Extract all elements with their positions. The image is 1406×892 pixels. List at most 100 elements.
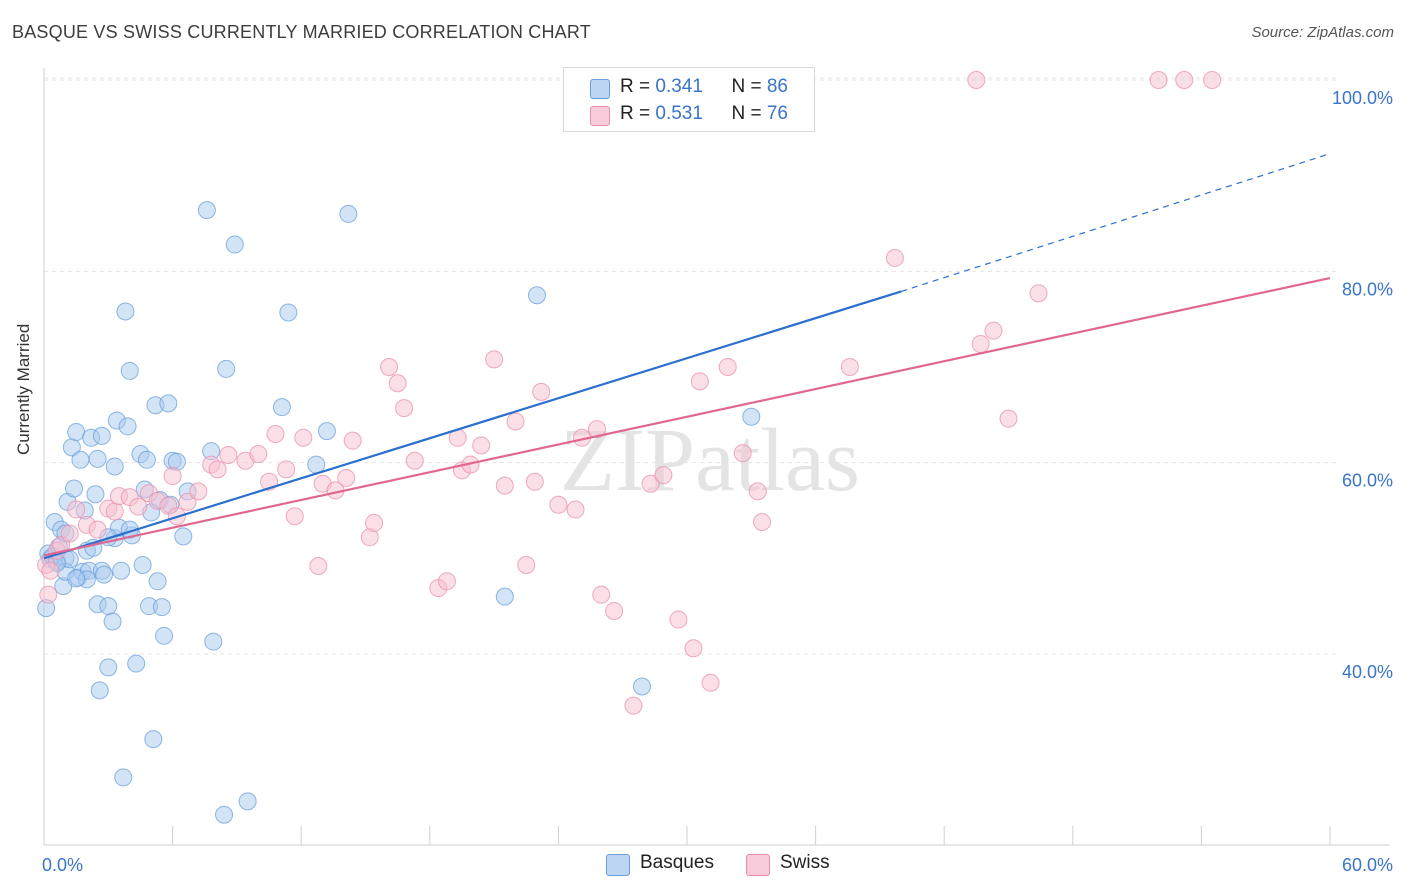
basques-point <box>137 450 156 469</box>
swiss-point <box>566 500 585 519</box>
swiss-point <box>701 673 720 692</box>
swiss-point <box>395 399 414 418</box>
basques-point <box>127 654 146 673</box>
swiss-point <box>506 412 525 431</box>
swiss-point <box>309 556 328 575</box>
watermark: ZIPatlas <box>560 411 860 510</box>
basques-n-value: 86 <box>766 76 788 97</box>
swiss-point <box>984 321 1003 340</box>
swiss-point <box>129 497 148 516</box>
swiss-point <box>485 350 504 369</box>
swiss-point <box>60 524 79 543</box>
basques-point <box>317 422 336 441</box>
basques-point <box>120 361 139 380</box>
swiss-point <box>690 372 709 391</box>
y-tick-label: 80.0% <box>1342 279 1393 299</box>
y-tick-label: 100.0% <box>1332 88 1393 108</box>
basques-point <box>339 204 358 223</box>
swiss-point <box>277 460 296 479</box>
basques-point <box>90 681 109 700</box>
chart-title: BASQUE VS SWISS CURRENTLY MARRIED CORREL… <box>12 22 591 42</box>
x-tick-label: 60.0% <box>1342 855 1393 875</box>
basques-trend-line <box>43 290 902 560</box>
basques-point <box>495 587 514 606</box>
basques-point <box>116 302 135 321</box>
basques-r-label: R = <box>620 76 656 97</box>
swiss-point <box>41 561 60 580</box>
swiss-legend-swatch <box>746 854 770 876</box>
swiss-point <box>753 512 772 531</box>
swiss-r-label: R = <box>620 103 656 124</box>
basques-point <box>114 768 133 787</box>
data-points <box>37 71 1222 824</box>
basques-point <box>632 677 651 696</box>
gridlines <box>44 77 1340 655</box>
basques-point <box>279 303 298 322</box>
swiss-point <box>219 446 238 465</box>
swiss-point <box>249 445 268 464</box>
basques-point <box>133 556 152 575</box>
swiss-point <box>388 374 407 393</box>
swiss-point <box>405 451 424 470</box>
basques-point <box>197 201 216 220</box>
swiss-n-label: N = <box>731 103 767 124</box>
swiss-point <box>266 424 285 443</box>
basques-point <box>65 479 84 498</box>
basques-point <box>238 792 257 811</box>
swiss-point <box>105 502 124 521</box>
swiss-point <box>654 466 673 485</box>
swiss-swatch <box>590 106 610 126</box>
swiss-point <box>733 444 752 463</box>
basques-n-label: N = <box>731 76 767 97</box>
tick-labels: 40.0% 60.0% 80.0% 100.0% 0.0% 60.0% <box>42 88 1393 875</box>
basques-point <box>215 805 234 824</box>
swiss-point <box>885 248 904 267</box>
swiss-point <box>684 639 703 658</box>
swiss-point <box>1175 71 1194 89</box>
basques-point <box>307 455 326 474</box>
basques-trend-extension <box>901 153 1331 292</box>
basques-point <box>225 235 244 254</box>
swiss-point <box>592 585 611 604</box>
swiss-trend-line <box>43 276 1331 557</box>
swiss-point <box>1149 71 1168 89</box>
basques-point <box>92 426 111 445</box>
axes <box>43 68 1390 846</box>
basques-point <box>112 561 131 580</box>
swiss-point <box>437 572 456 591</box>
basques-point <box>103 612 122 631</box>
swiss-point <box>39 585 58 604</box>
swiss-point <box>285 507 304 526</box>
basques-swatch <box>590 79 610 99</box>
chart-source: Source: ZipAtlas.com <box>1251 24 1394 41</box>
y-axis-label: Currently Married <box>14 323 33 455</box>
basques-legend-label: Basques <box>640 852 714 873</box>
y-tick-label: 60.0% <box>1342 471 1393 491</box>
basques-point <box>742 407 761 426</box>
swiss-point <box>67 500 86 519</box>
swiss-point <box>189 482 208 501</box>
swiss-point <box>1203 71 1222 89</box>
swiss-r-value: 0.531 <box>655 103 703 124</box>
swiss-point <box>624 696 643 715</box>
basques-point <box>204 632 223 651</box>
basques-legend-swatch <box>606 854 630 876</box>
swiss-point <box>365 513 384 532</box>
swiss-point <box>88 520 107 539</box>
basques-r-value: 0.341 <box>655 76 703 97</box>
basques-point <box>105 457 124 476</box>
swiss-point <box>178 492 197 511</box>
basques-point <box>217 359 236 378</box>
swiss-point <box>525 472 544 491</box>
x-tick-label: 0.0% <box>42 855 83 875</box>
swiss-point <box>718 358 737 376</box>
basques-point <box>118 417 137 436</box>
swiss-point <box>669 610 688 629</box>
swiss-point <box>495 476 514 495</box>
basques-point <box>99 597 118 616</box>
swiss-point <box>605 601 624 620</box>
basques-point <box>144 730 163 749</box>
basques-point <box>159 394 178 413</box>
swiss-point <box>641 474 660 493</box>
